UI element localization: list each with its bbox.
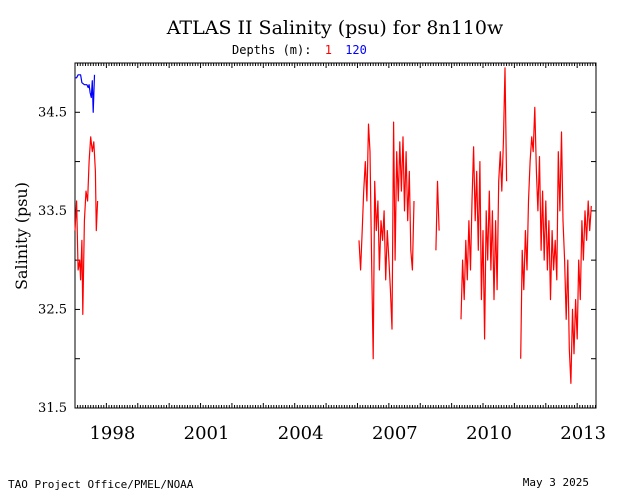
x-tick-label: 2007 — [372, 423, 418, 444]
x-tick-label: 2010 — [466, 423, 512, 444]
y-tick-label: 31.5 — [38, 401, 67, 416]
series-line-1 — [520, 106, 592, 384]
x-tick-label: 2001 — [184, 423, 230, 444]
y-tick-label: 34.5 — [38, 105, 67, 120]
legend-series-1: 1 — [325, 43, 332, 57]
legend-depths-label: Depths (m): — [232, 43, 311, 57]
footer-credit: TAO Project Office/PMEL/NOAA — [8, 478, 194, 491]
series-line-1 — [435, 180, 440, 251]
series-line-1 — [460, 67, 508, 340]
x-tick-label: 2004 — [278, 423, 324, 444]
series-line-1 — [358, 121, 415, 360]
footer-date: May 3 2025 — [523, 476, 589, 489]
plot-frame — [74, 62, 597, 409]
y-tick-label: 32.5 — [38, 302, 67, 317]
legend-label: Depths (m): 1 120 — [232, 43, 367, 57]
legend-series-120: 120 — [345, 43, 367, 57]
x-tick-label: 1998 — [89, 423, 135, 444]
y-tick-label: 33.5 — [38, 204, 67, 219]
x-tick-label: 2013 — [560, 423, 606, 444]
y-axis-label: Salinity (psu) — [12, 182, 31, 290]
chart-title: ATLAS II Salinity (psu) for 8n110w — [166, 17, 504, 39]
plot-area: 31.5 32.5 33.5 34.5 1998 2001 2004 2007 2010 2013 — [38, 62, 606, 444]
series-line-1 — [74, 136, 99, 315]
series-line-120 — [75, 74, 96, 113]
legend: Depths (m): 1 120 — [232, 43, 367, 57]
